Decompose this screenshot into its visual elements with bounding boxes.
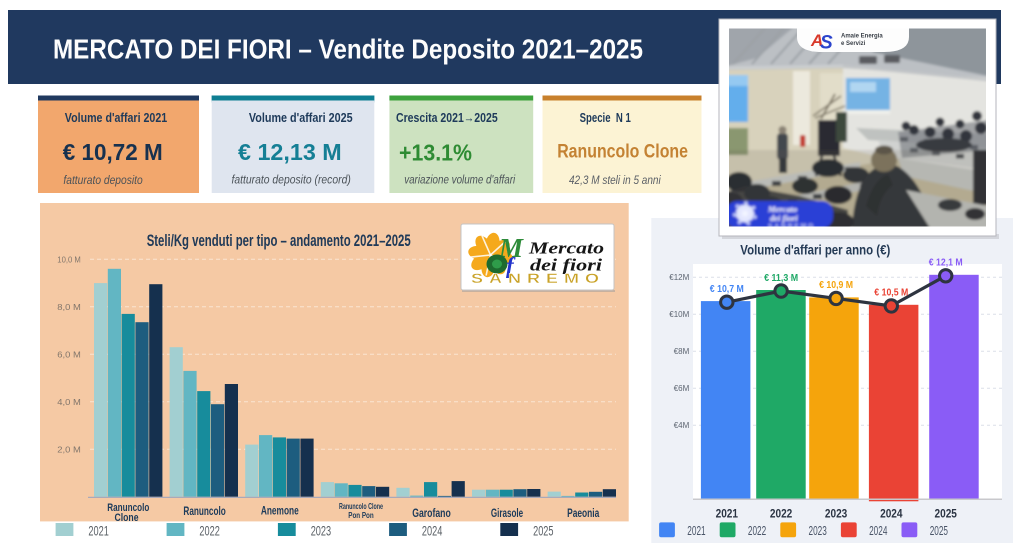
svg-text:MERCATO DEI FIORI – Vendite De: MERCATO DEI FIORI – Vendite Deposito 202… bbox=[53, 34, 643, 65]
svg-text:2025: 2025 bbox=[930, 524, 948, 538]
svg-text:SANREMO: SANREMO bbox=[471, 271, 605, 286]
svg-text:Girasole: Girasole bbox=[491, 508, 523, 520]
svg-text:Mercato: Mercato bbox=[767, 204, 797, 214]
svg-text:Paeonia: Paeonia bbox=[567, 508, 600, 520]
svg-text:2025: 2025 bbox=[533, 523, 554, 539]
svg-text:2021: 2021 bbox=[716, 507, 739, 521]
svg-text:dei fiori: dei fiori bbox=[770, 213, 798, 223]
svg-text:4,0 M: 4,0 M bbox=[57, 397, 81, 407]
svg-text:Clone: Clone bbox=[115, 512, 139, 524]
svg-text:Ranuncolo: Ranuncolo bbox=[183, 506, 225, 518]
svg-text:Ranuncolo: Ranuncolo bbox=[107, 502, 149, 514]
svg-text:2025: 2025 bbox=[935, 507, 958, 521]
svg-text:Volume d'affari 2025: Volume d'affari 2025 bbox=[249, 111, 353, 125]
svg-text:Volume d'affari per anno (€): Volume d'affari per anno (€) bbox=[740, 241, 890, 257]
svg-text:Ranuncolo Clone: Ranuncolo Clone bbox=[557, 142, 688, 163]
svg-text:Pon Pon: Pon Pon bbox=[348, 511, 374, 520]
svg-text:€ 12,1 M: € 12,1 M bbox=[929, 258, 963, 269]
svg-text:2021: 2021 bbox=[687, 524, 705, 538]
svg-text:2,0 M: 2,0 M bbox=[57, 444, 81, 454]
svg-text:2023: 2023 bbox=[825, 507, 848, 521]
svg-text:2023: 2023 bbox=[809, 524, 827, 538]
svg-text:€4M: €4M bbox=[674, 421, 690, 430]
svg-text:8,0 M: 8,0 M bbox=[57, 302, 81, 312]
svg-text:fatturato deposito (record): fatturato deposito (record) bbox=[232, 175, 351, 187]
svg-text:Volume d'affari 2021: Volume d'affari 2021 bbox=[65, 111, 167, 125]
svg-text:Mercato: Mercato bbox=[528, 239, 604, 258]
svg-text:e Servizi: e Servizi bbox=[841, 41, 866, 47]
svg-text:6,0 M: 6,0 M bbox=[57, 349, 81, 359]
svg-text:€10M: €10M bbox=[669, 310, 689, 319]
svg-text:€8M: €8M bbox=[674, 347, 690, 356]
svg-text:10,0 M: 10,0 M bbox=[57, 254, 81, 264]
svg-text:€6M: €6M bbox=[674, 384, 690, 393]
svg-text:€ 10,7 M: € 10,7 M bbox=[710, 284, 744, 295]
svg-text:+13.1%: +13.1% bbox=[399, 140, 472, 166]
svg-text:SANREMO: SANREMO bbox=[768, 223, 815, 230]
svg-text:€ 11,3 M: € 11,3 M bbox=[764, 273, 798, 284]
svg-text:2022: 2022 bbox=[770, 507, 793, 521]
svg-text:42,3 M steli in 5 anni: 42,3 M steli in 5 anni bbox=[569, 175, 661, 187]
svg-text:variazione volume d'affari: variazione volume d'affari bbox=[404, 175, 515, 187]
svg-text:Amaie Energia: Amaie Energia bbox=[841, 34, 883, 40]
svg-text:€ 10,72 M: € 10,72 M bbox=[63, 139, 163, 165]
svg-text:€ 12,13 M: € 12,13 M bbox=[238, 139, 342, 165]
svg-text:A: A bbox=[810, 31, 823, 50]
svg-text:fatturato deposito: fatturato deposito bbox=[63, 175, 143, 187]
svg-text:Anemone: Anemone bbox=[261, 506, 299, 518]
svg-text:Ranuncolo Clone: Ranuncolo Clone bbox=[339, 502, 383, 511]
svg-text:S: S bbox=[820, 33, 833, 54]
svg-text:f: f bbox=[506, 253, 516, 278]
svg-text:€12M: €12M bbox=[669, 273, 689, 282]
svg-text:2021: 2021 bbox=[88, 523, 109, 539]
svg-text:Garofano: Garofano bbox=[412, 508, 451, 520]
svg-text:Crescita 2021→2025: Crescita 2021→2025 bbox=[396, 111, 498, 125]
svg-text:2022: 2022 bbox=[199, 523, 220, 539]
svg-text:2023: 2023 bbox=[311, 523, 332, 539]
svg-text:2024: 2024 bbox=[869, 524, 887, 538]
svg-text:2024: 2024 bbox=[422, 523, 443, 539]
svg-text:2024: 2024 bbox=[880, 507, 903, 521]
svg-text:Specie N 1: Specie N 1 bbox=[580, 111, 631, 125]
svg-text:dei fiori: dei fiori bbox=[530, 256, 602, 275]
svg-text:Steli/Kg venduti per tipo – an: Steli/Kg venduti per tipo – andamento 20… bbox=[147, 231, 411, 250]
svg-text:2022: 2022 bbox=[748, 524, 766, 538]
svg-text:€ 10,5 M: € 10,5 M bbox=[874, 288, 908, 299]
svg-text:€ 10,9 M: € 10,9 M bbox=[819, 280, 853, 291]
